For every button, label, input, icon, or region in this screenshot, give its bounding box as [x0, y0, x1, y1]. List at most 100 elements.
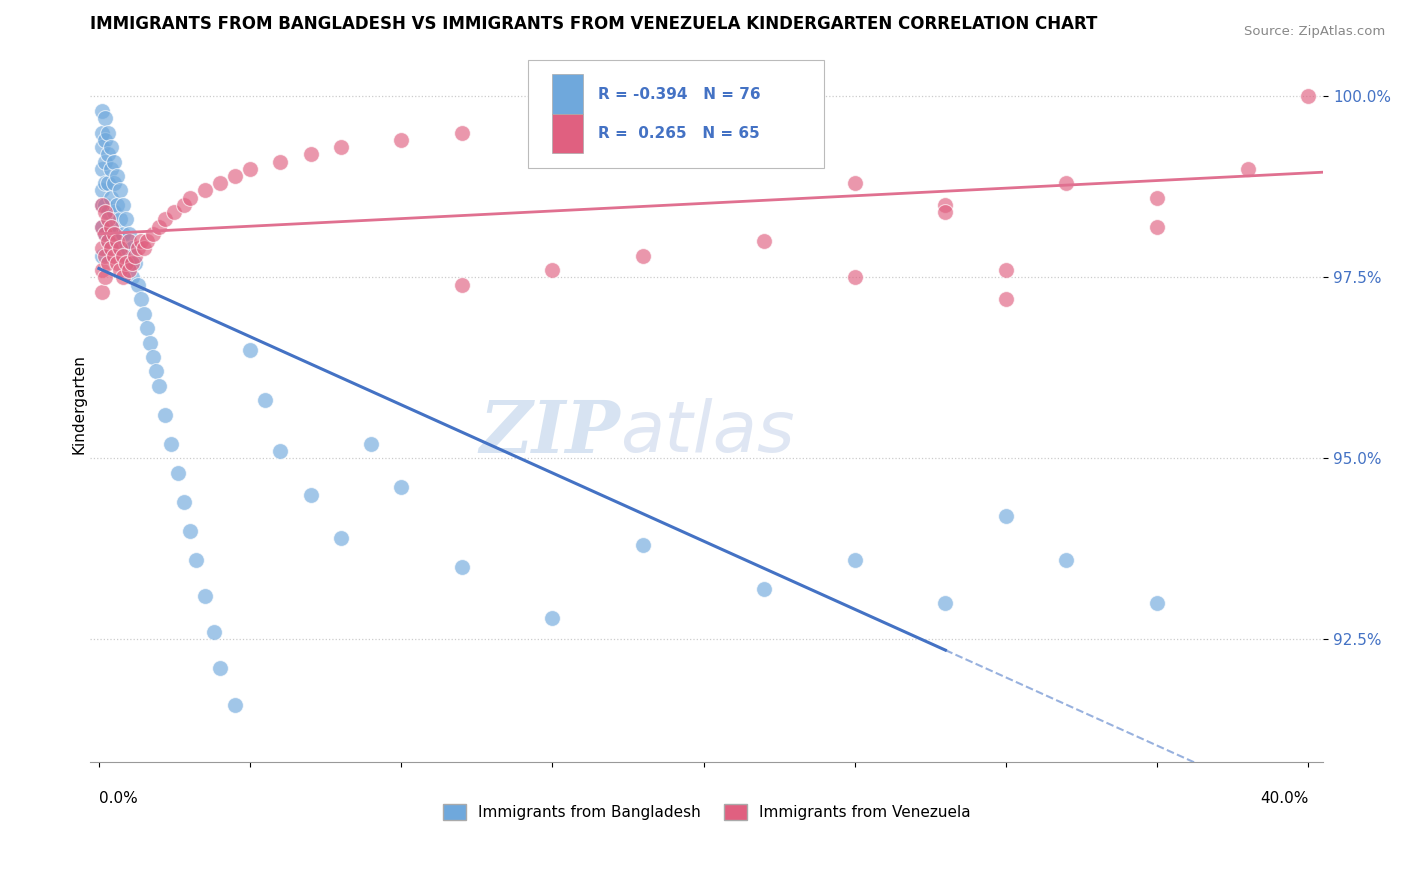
- Point: [91, 126, 114, 140]
- Point: [94, 154, 117, 169]
- Point: [179, 191, 201, 205]
- Text: atlas: atlas: [620, 398, 794, 467]
- Point: [94, 133, 117, 147]
- Point: [94, 205, 117, 219]
- Point: [129, 292, 152, 306]
- Point: [118, 234, 141, 248]
- Point: [91, 198, 114, 212]
- Point: [224, 698, 246, 712]
- Point: [994, 292, 1017, 306]
- Point: [97, 212, 120, 227]
- Point: [1296, 89, 1319, 103]
- Point: [91, 161, 114, 176]
- Point: [1054, 552, 1077, 566]
- Point: [160, 437, 183, 451]
- Point: [121, 270, 143, 285]
- Point: [94, 176, 117, 190]
- FancyBboxPatch shape: [553, 114, 583, 153]
- Point: [142, 350, 165, 364]
- Point: [173, 495, 195, 509]
- Legend: Immigrants from Bangladesh, Immigrants from Venezuela: Immigrants from Bangladesh, Immigrants f…: [437, 798, 976, 827]
- Point: [450, 560, 472, 574]
- Point: [194, 589, 217, 603]
- Point: [100, 191, 122, 205]
- Point: [94, 227, 117, 241]
- Point: [239, 161, 262, 176]
- Point: [94, 249, 117, 263]
- Point: [100, 161, 122, 176]
- Point: [91, 285, 114, 299]
- Point: [97, 256, 120, 270]
- Point: [450, 277, 472, 292]
- Point: [108, 184, 131, 198]
- Point: [934, 205, 956, 219]
- Point: [208, 661, 231, 675]
- Point: [329, 531, 352, 545]
- Point: [752, 234, 775, 248]
- Point: [844, 270, 866, 285]
- Point: [184, 552, 207, 566]
- Point: [91, 241, 114, 255]
- Point: [329, 140, 352, 154]
- Point: [934, 198, 956, 212]
- Point: [121, 241, 143, 255]
- Point: [239, 343, 262, 357]
- Point: [299, 487, 322, 501]
- Point: [631, 249, 654, 263]
- Point: [115, 241, 138, 255]
- Point: [118, 227, 141, 241]
- Point: [179, 524, 201, 538]
- FancyBboxPatch shape: [527, 60, 824, 168]
- Point: [103, 227, 125, 241]
- Point: [136, 234, 159, 248]
- Point: [844, 552, 866, 566]
- Point: [94, 198, 117, 212]
- Text: ZIP: ZIP: [479, 397, 620, 468]
- Point: [299, 147, 322, 161]
- Point: [105, 234, 128, 248]
- Point: [103, 249, 125, 263]
- Point: [631, 538, 654, 552]
- Point: [155, 212, 177, 227]
- Point: [1236, 161, 1258, 176]
- Point: [994, 509, 1017, 524]
- Point: [100, 140, 122, 154]
- Point: [112, 198, 135, 212]
- Point: [208, 176, 231, 190]
- Point: [148, 379, 170, 393]
- Point: [108, 212, 131, 227]
- Point: [124, 256, 146, 270]
- Point: [541, 263, 564, 277]
- Point: [103, 176, 125, 190]
- Point: [450, 126, 472, 140]
- Point: [103, 234, 125, 248]
- Point: [142, 227, 165, 241]
- Point: [115, 256, 138, 270]
- Point: [389, 133, 412, 147]
- Point: [97, 205, 120, 219]
- Point: [118, 263, 141, 277]
- Point: [1146, 191, 1168, 205]
- Point: [91, 184, 114, 198]
- Point: [91, 198, 114, 212]
- Point: [254, 393, 277, 408]
- Point: [194, 184, 217, 198]
- Point: [134, 307, 156, 321]
- Point: [269, 444, 291, 458]
- Point: [692, 103, 714, 118]
- Point: [269, 154, 291, 169]
- Text: 0.0%: 0.0%: [98, 791, 138, 806]
- Point: [994, 263, 1017, 277]
- Point: [97, 126, 120, 140]
- Point: [844, 176, 866, 190]
- Point: [97, 234, 120, 248]
- Point: [148, 219, 170, 234]
- Point: [91, 263, 114, 277]
- Point: [108, 241, 131, 255]
- Point: [173, 198, 195, 212]
- Point: [541, 610, 564, 624]
- Point: [118, 256, 141, 270]
- Point: [631, 111, 654, 125]
- Point: [124, 249, 146, 263]
- Point: [166, 466, 188, 480]
